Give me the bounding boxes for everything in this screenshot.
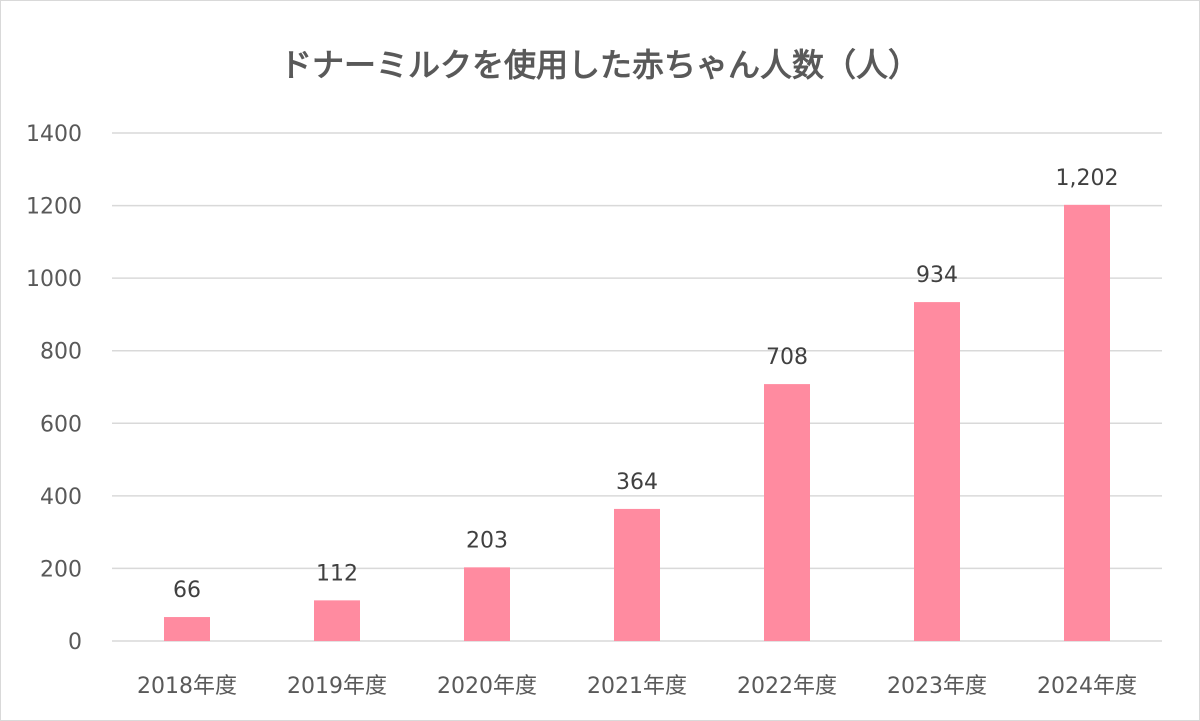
data-label: 66	[173, 578, 201, 603]
bar-2024年度	[1064, 204, 1110, 642]
y-tick-label: 1400	[26, 122, 82, 147]
data-label: 364	[616, 470, 658, 495]
x-tick-label: 2019年度	[287, 674, 387, 699]
bar-2021年度	[614, 508, 660, 641]
bar-2018年度	[164, 617, 210, 641]
bar-2022年度	[764, 384, 810, 641]
data-label: 708	[766, 345, 808, 370]
data-label: 1,202	[1056, 166, 1119, 191]
x-tick-label: 2020年度	[437, 674, 537, 699]
y-tick-label: 400	[40, 485, 82, 510]
x-tick-label: 2022年度	[737, 674, 837, 699]
x-tick-label: 2018年度	[137, 674, 237, 699]
x-tick-label: 2023年度	[887, 674, 987, 699]
data-label: 112	[316, 561, 358, 586]
y-tick-label: 600	[40, 412, 82, 437]
y-tick-label: 0	[68, 630, 82, 655]
bar-2020年度	[464, 567, 510, 641]
bar-2023年度	[914, 302, 960, 641]
y-tick-label: 1200	[26, 195, 82, 220]
x-tick-label: 2021年度	[587, 674, 687, 699]
y-tick-label: 200	[40, 557, 82, 582]
chart-title: ドナーミルクを使用した赤ちゃん人数（人）	[279, 46, 920, 84]
y-tick-label: 1000	[26, 267, 82, 292]
y-tick-label: 800	[40, 340, 82, 365]
bar-2019年度	[314, 600, 360, 641]
data-label: 203	[466, 528, 508, 553]
data-label: 934	[916, 263, 958, 288]
x-tick-label: 2024年度	[1037, 674, 1137, 699]
